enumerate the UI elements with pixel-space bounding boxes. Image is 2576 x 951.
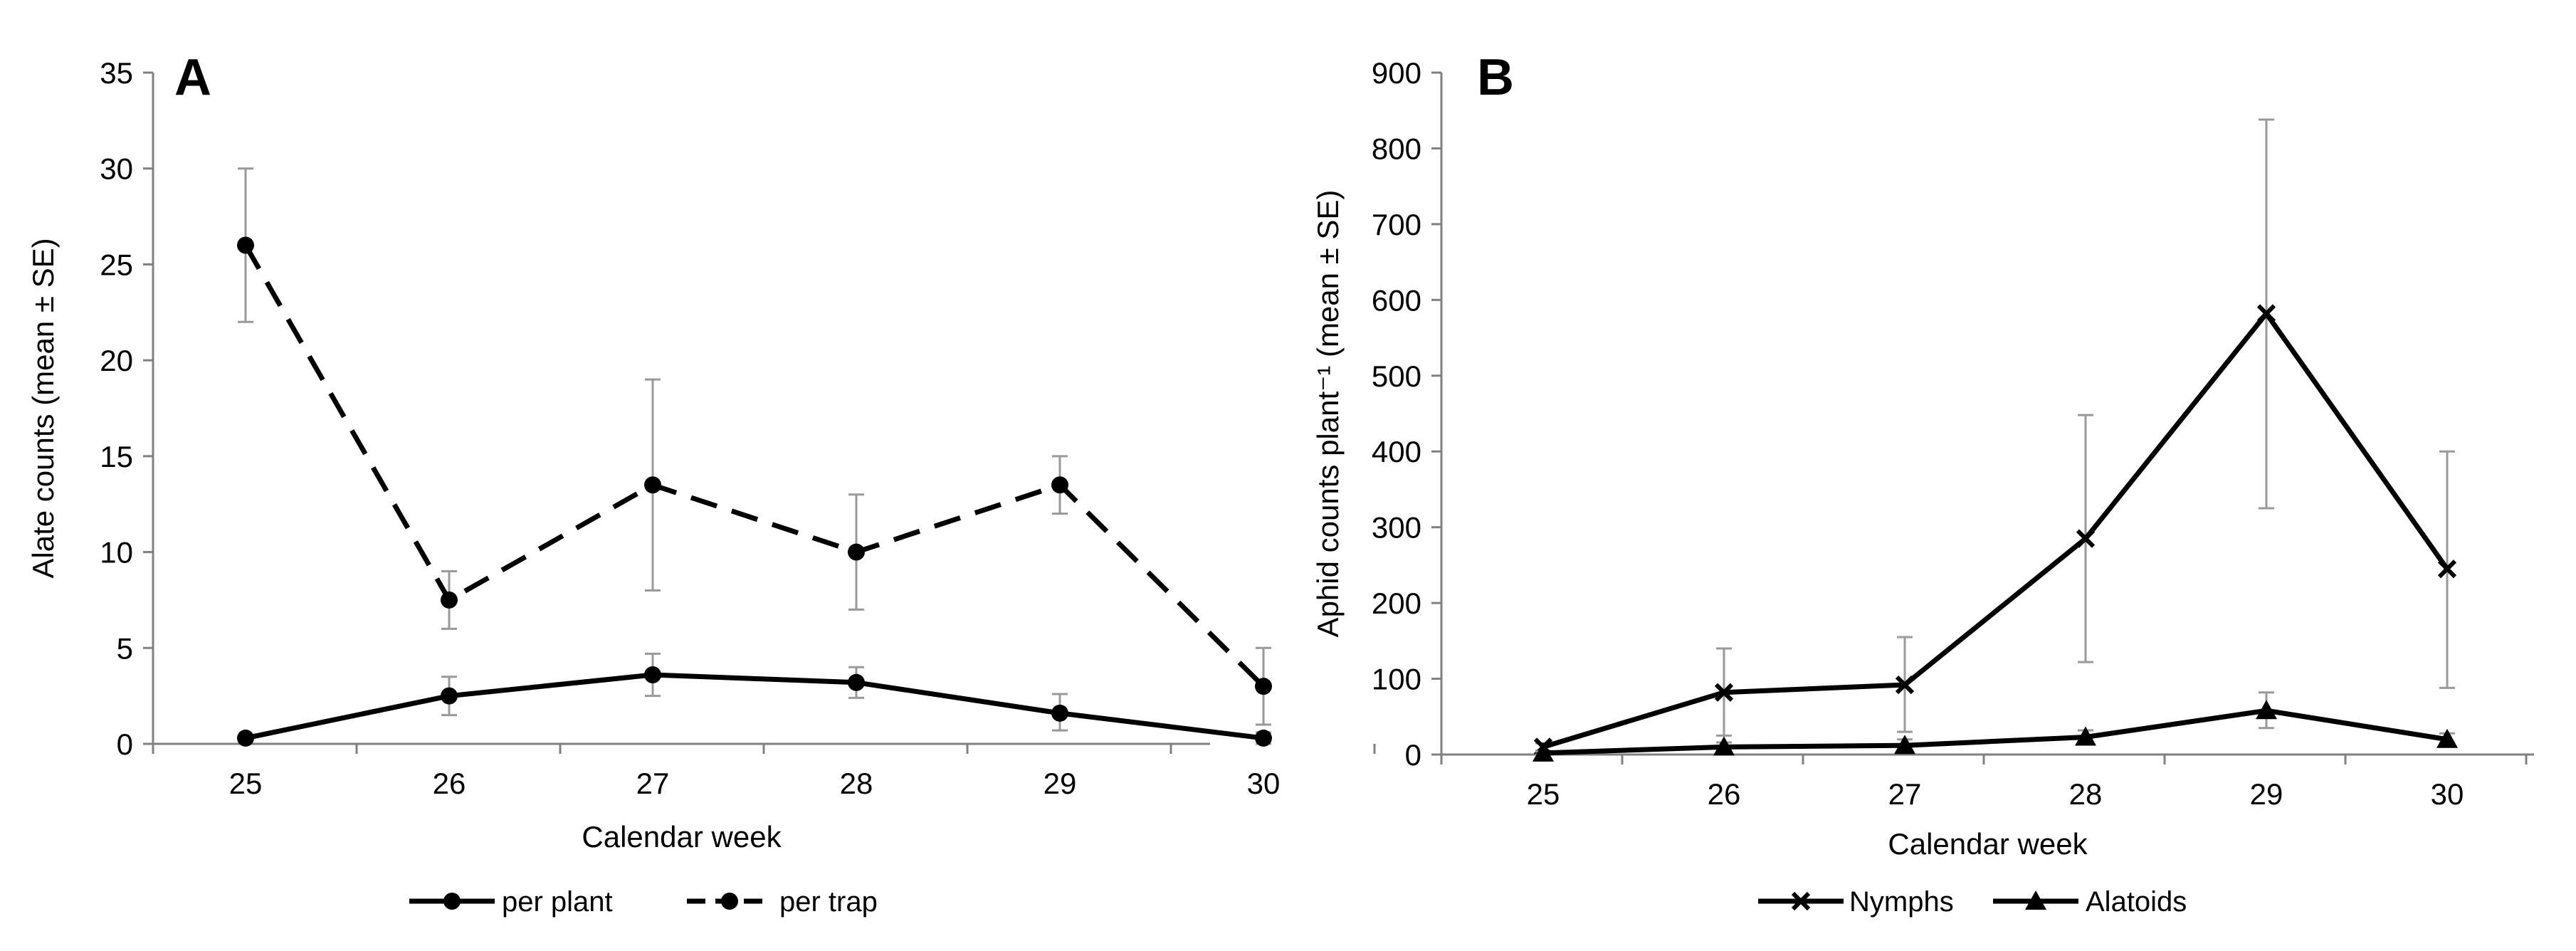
x-tick-label: 25 [1527, 777, 1560, 811]
x-axis-title: Calendar week [582, 820, 782, 853]
per-plant-marker-5 [1255, 729, 1272, 747]
legend-label: per trap [779, 886, 878, 918]
y-tick-label: 15 [100, 440, 133, 473]
panel-a: 0 5 10 15 20 25 30 35 25 26 27 28 29 30 Calendar week A… [26, 49, 1376, 918]
x-tick-label: 28 [840, 767, 873, 800]
x-tick-label: 30 [1247, 767, 1281, 800]
y-tick-label: 30 [100, 152, 133, 186]
per-trap-marker-0 [237, 236, 254, 254]
per-plant-marker-3 [848, 673, 865, 691]
series-line [243, 243, 1266, 688]
series-nymphs [1533, 118, 2457, 757]
series-per-plant [237, 652, 1272, 747]
panel-letter: B [1477, 49, 1514, 106]
series-line [1542, 310, 2449, 750]
per-trap-marker-2 [644, 476, 661, 494]
y-axis-title: Alate counts (mean ± SE) [26, 238, 60, 578]
y-tick-label: 20 [100, 344, 133, 377]
x-tick-label: 27 [1888, 777, 1922, 811]
legend-entry: Nymphs [1758, 886, 1954, 918]
legend-entry: Alatoids [1993, 886, 2187, 918]
y-tick-label: 800 [1372, 132, 1421, 165]
x-tick-label: 25 [229, 767, 263, 800]
nymphs-marker-4 [2256, 304, 2276, 323]
x-tick-label: 27 [636, 767, 670, 800]
x-tick-label: 30 [2431, 777, 2464, 811]
x-axis-title: Calendar week [1888, 827, 2088, 861]
x-tick-label: 29 [2250, 777, 2283, 811]
per-plant-marker-0 [237, 729, 254, 747]
y-tick-label: 25 [100, 248, 133, 281]
alatoids-marker-2 [1894, 735, 1915, 755]
y-tick-label: 500 [1372, 359, 1421, 393]
alatoids-marker-3 [2075, 726, 2096, 746]
alatoids-marker-0 [1533, 742, 1554, 762]
legend-label: per plant [502, 886, 613, 918]
panel-b: 0 100 200 300 400 500 600 700 800 900 25 26 27 28 29 30… [1311, 49, 2534, 918]
x-tick-label: 28 [2069, 777, 2103, 811]
y-tick-label: 600 [1372, 283, 1421, 317]
x-tick-label: 26 [1708, 777, 1741, 811]
alatoids-marker-1 [1713, 736, 1735, 756]
legend-entry: per plant [409, 886, 613, 918]
legend-entry: per trap [687, 886, 878, 918]
y-tick-label: 0 [117, 727, 133, 761]
series-alatoids [1533, 691, 2458, 762]
per-plant-marker-4 [1051, 704, 1068, 722]
legend-nymphs-marker-0 [1791, 891, 1811, 911]
alatoids-marker-5 [2436, 728, 2458, 748]
y-tick-label: 300 [1372, 511, 1421, 545]
legend-per-plant-marker-0 [443, 893, 461, 910]
per-trap-marker-3 [848, 543, 865, 561]
y-tick-label: 5 [117, 631, 133, 665]
y-tick-label: 700 [1372, 208, 1421, 241]
alatoids-marker-4 [2256, 700, 2277, 720]
per-plant-marker-1 [441, 687, 458, 705]
legend-label: Nymphs [1849, 886, 1954, 918]
panel-letter: A [174, 49, 211, 106]
y-tick-label: 0 [1405, 738, 1421, 772]
y-tick-label: 100 [1372, 663, 1421, 696]
nymphs-marker-5 [2437, 559, 2457, 579]
nymphs-marker-3 [2076, 529, 2096, 548]
per-plant-marker-2 [644, 666, 661, 684]
y-tick-label: 400 [1372, 435, 1421, 468]
legend-per-trap-marker-0 [721, 893, 738, 910]
series-line [245, 672, 1264, 741]
per-trap-marker-5 [1255, 678, 1272, 695]
per-trap-marker-4 [1051, 476, 1068, 494]
series-line [1542, 708, 2448, 756]
per-trap-marker-1 [441, 591, 458, 609]
legend-label: Alatoids [2086, 886, 2187, 918]
nymphs-marker-2 [1895, 675, 1915, 695]
y-axis-title: Aphid counts plant⁻¹ (mean ± SE) [1311, 190, 1345, 638]
y-tick-label: 10 [100, 536, 133, 569]
y-tick-label: 900 [1372, 56, 1421, 90]
nymphs-marker-1 [1714, 683, 1734, 702]
y-tick-label: 200 [1372, 587, 1421, 620]
x-tick-label: 29 [1043, 767, 1077, 800]
x-tick-label: 26 [433, 767, 466, 800]
legend-alatoids-marker-0 [2025, 890, 2046, 910]
y-tick-label: 35 [100, 56, 133, 90]
series-per-trap [237, 167, 1272, 726]
